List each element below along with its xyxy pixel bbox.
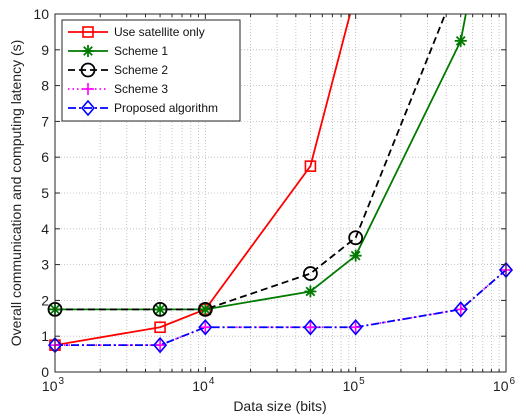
data-point-series-2: [348, 230, 364, 246]
y-tick-label: 4: [41, 221, 49, 237]
circle-marker-shape: [80, 62, 96, 78]
diamond-marker-shape: [453, 301, 468, 318]
legend-marker: [82, 45, 94, 57]
y-axis-title: Overall communication and computing late…: [8, 40, 24, 347]
y-tick-label: 6: [41, 149, 49, 165]
data-point-series-4: [153, 336, 168, 354]
y-tick-label: 3: [41, 257, 49, 273]
x-tick-label-exponent: 6: [510, 376, 516, 387]
x-tick-label-exponent: 5: [359, 376, 365, 387]
asterisk-marker-stroke: [200, 304, 211, 315]
y-tick-label: 2: [41, 292, 49, 308]
legend: Use satellite only Scheme 1 Scheme 2 Scheme…: [61, 19, 241, 122]
data-point-series-4: [198, 319, 213, 336]
data-point-series-4: [453, 301, 468, 318]
circle-marker-shape: [197, 301, 213, 317]
circle-marker-shape: [152, 301, 168, 317]
legend-label: Scheme 2: [114, 63, 168, 77]
legend-label: Use satellite only: [114, 25, 205, 39]
square-marker-shape: [82, 26, 94, 38]
data-point-series-4: [348, 319, 363, 336]
legend-marker: [80, 99, 96, 117]
data-point-series-3: [154, 339, 167, 352]
data-point-series-3: [199, 321, 212, 334]
legend-label: Proposed algorithm: [114, 101, 218, 115]
circle-marker-shape: [348, 230, 364, 246]
legend-marker: [80, 62, 96, 78]
x-axis-title: Data size (bits): [233, 398, 326, 414]
data-point-series-1: [304, 285, 317, 298]
data-point-series-3: [349, 321, 362, 334]
series-line-2: [55, 14, 447, 311]
legend-item: Scheme 3: [68, 82, 168, 96]
diamond-marker-shape: [198, 319, 213, 336]
legend-item: Proposed algorithm: [68, 99, 218, 117]
data-point-series-0: [154, 321, 166, 334]
legend-marker: [82, 26, 94, 38]
asterisk-marker-stroke: [455, 35, 466, 46]
x-tick-label-exponent: 3: [59, 376, 65, 387]
data-point-series-3: [304, 321, 317, 334]
data-point-series-2: [303, 266, 318, 281]
y-tick-label: 7: [41, 113, 49, 129]
x-tick-label-exponent: 4: [209, 376, 215, 387]
legend-marker: [82, 83, 94, 95]
legend-label: Scheme 3: [114, 82, 168, 96]
data-point-series-4: [303, 319, 318, 336]
data-point-series-0: [304, 160, 317, 172]
diamond-marker-shape: [80, 99, 96, 117]
legend-item: Scheme 2: [68, 62, 168, 78]
diamond-marker-shape: [303, 319, 318, 336]
square-marker-shape: [154, 321, 166, 334]
data-point-series-1: [454, 34, 467, 47]
y-tick-label: 8: [41, 78, 49, 94]
circle-marker-shape: [303, 266, 318, 281]
y-tick-label: 1: [41, 328, 49, 344]
data-point-series-2: [197, 301, 213, 317]
asterisk-marker-stroke: [305, 286, 316, 297]
diamond-marker-shape: [348, 319, 363, 336]
diamond-marker-shape: [153, 336, 168, 354]
y-tick-label: 0: [41, 364, 49, 380]
data-point-series-2: [152, 301, 168, 317]
data-point-series-3: [454, 303, 467, 316]
data-point-series-1: [349, 249, 362, 262]
y-tick-label: 9: [41, 42, 49, 58]
square-marker-shape: [304, 160, 317, 172]
legend-label: Scheme 1: [114, 44, 168, 58]
legend-item: Scheme 1: [68, 44, 168, 58]
legend-item: Use satellite only: [68, 25, 205, 39]
y-tick-label: 5: [41, 185, 49, 201]
y-tick-label: 10: [33, 6, 49, 22]
asterisk-marker-stroke: [350, 250, 361, 261]
data-point-series-1: [154, 303, 167, 316]
data-point-series-1: [199, 303, 212, 316]
asterisk-marker-stroke: [83, 46, 93, 56]
asterisk-marker-stroke: [155, 304, 165, 315]
